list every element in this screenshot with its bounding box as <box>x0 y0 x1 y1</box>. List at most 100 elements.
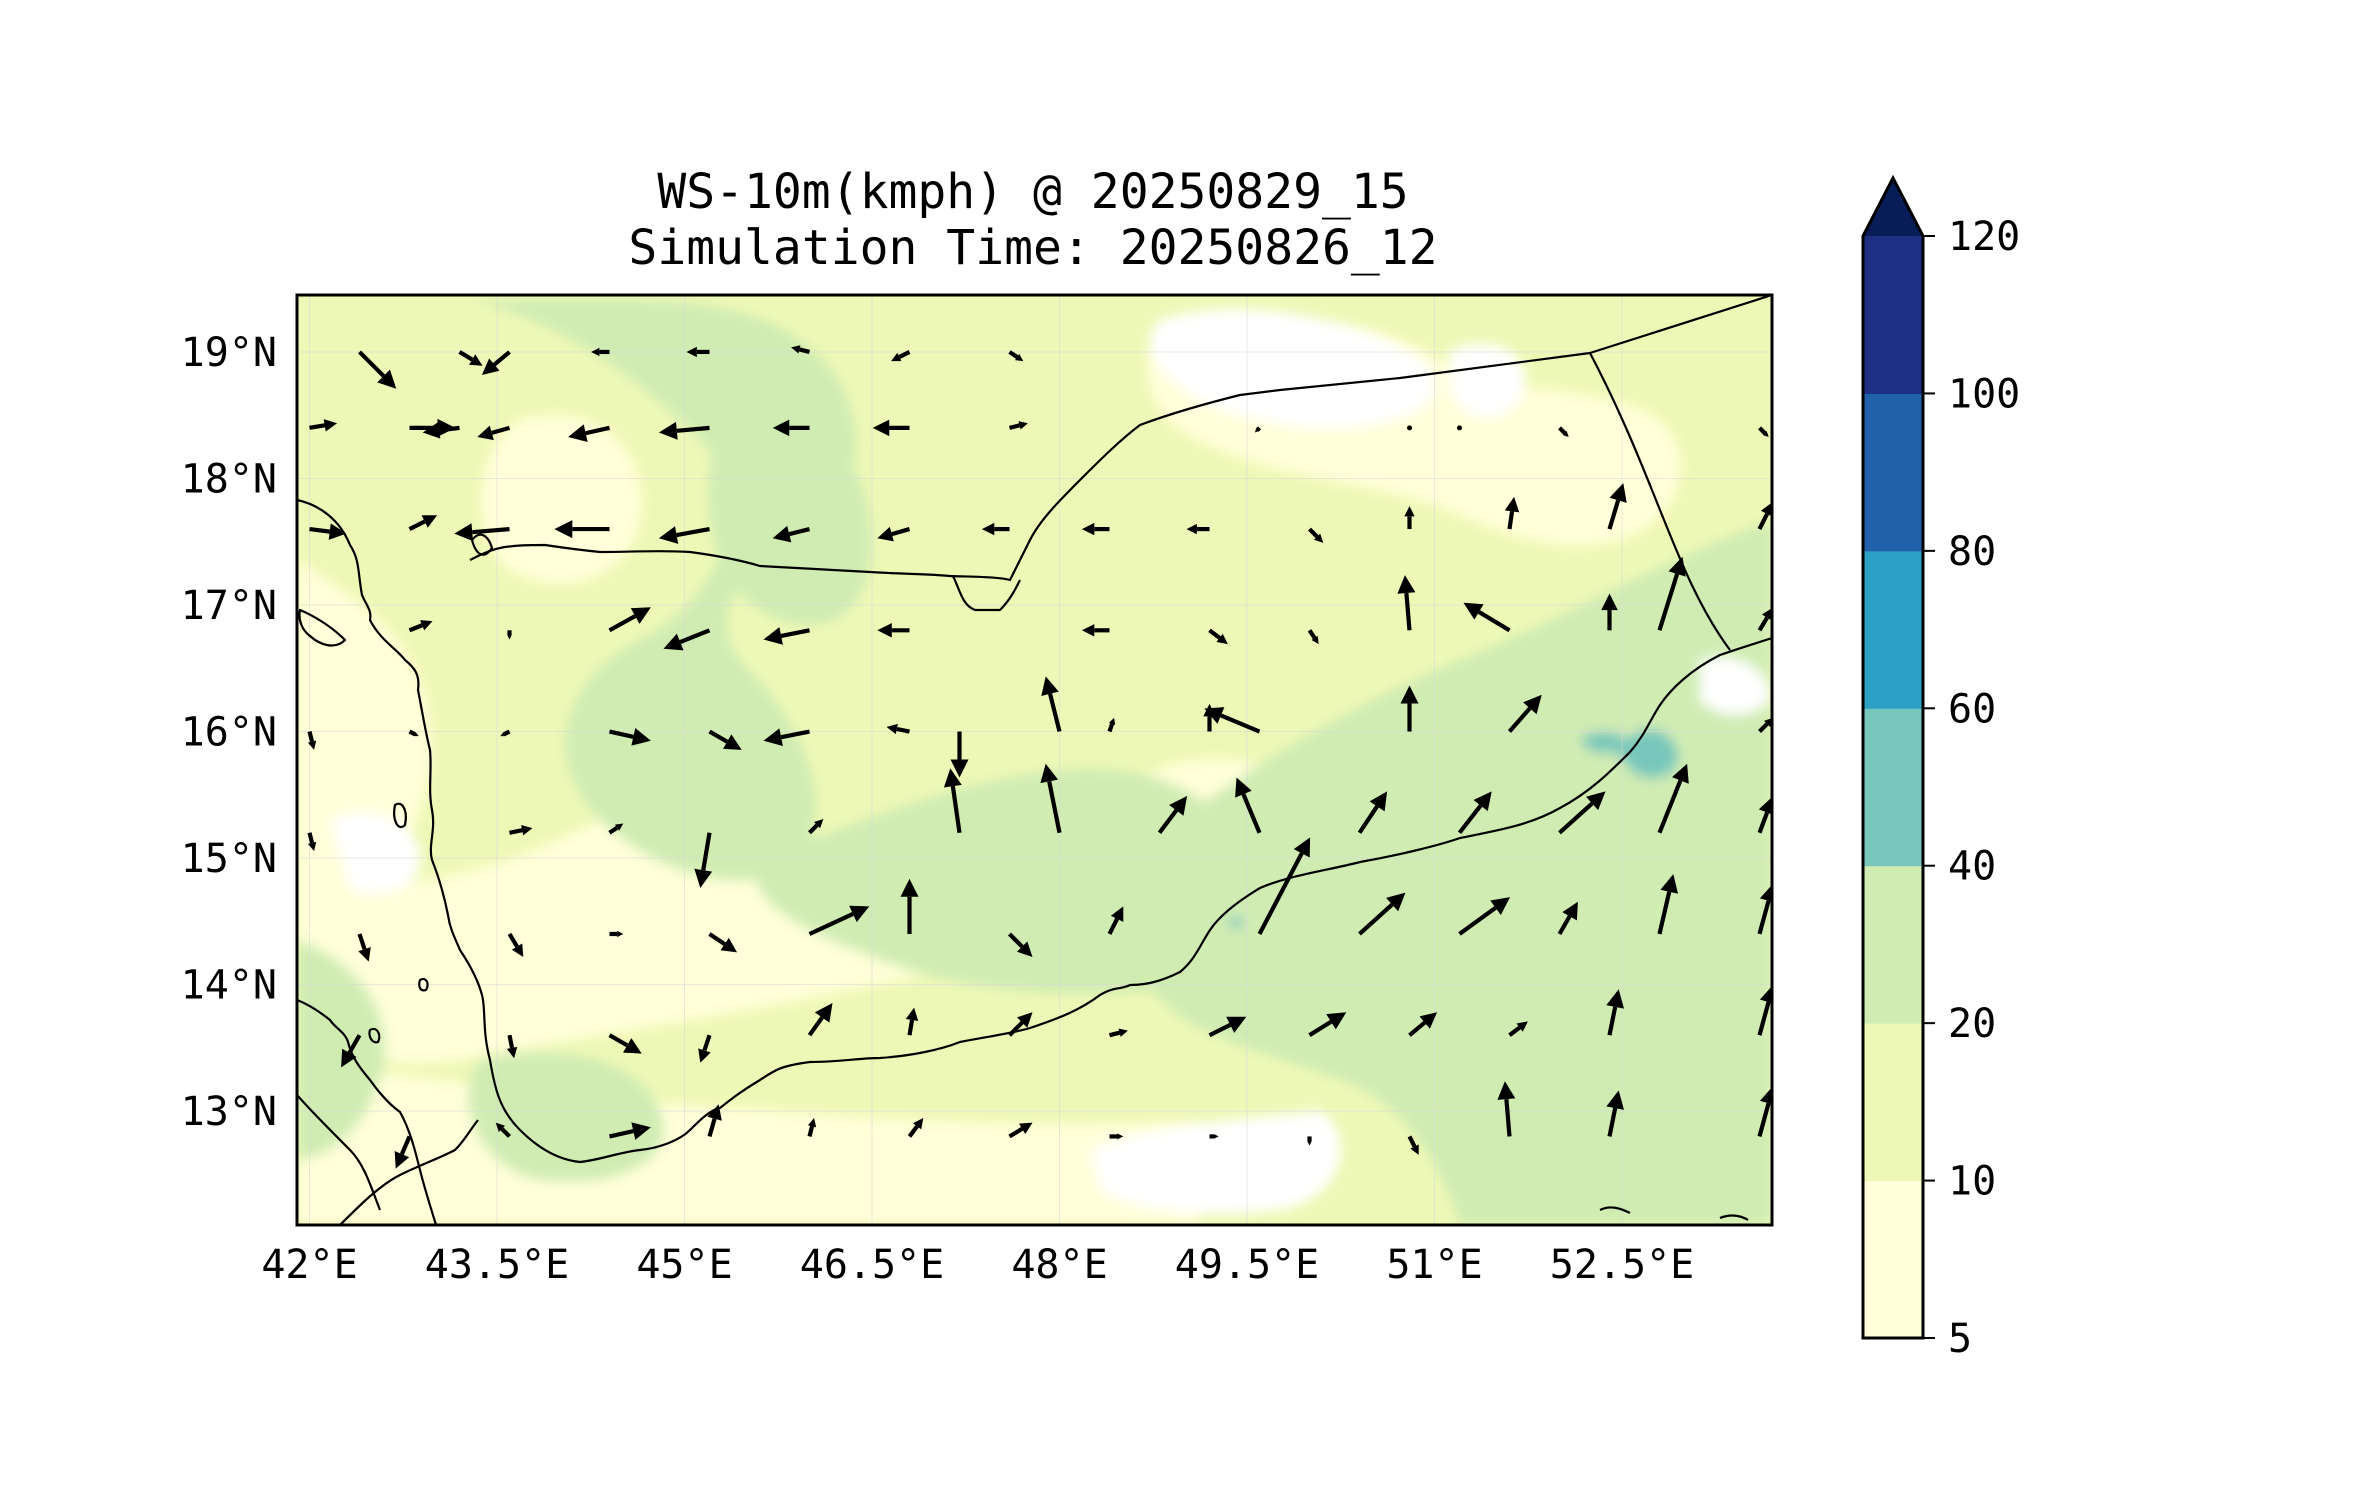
wind-vector-head <box>763 627 783 645</box>
wind-vector-head <box>905 1007 919 1022</box>
wind-vector <box>1757 1087 1772 1137</box>
wind-vector <box>877 526 911 542</box>
wind-vector <box>1107 717 1116 733</box>
wind-vector-shaft <box>472 526 510 535</box>
wind-vector <box>1081 522 1110 536</box>
wind-vector <box>1357 791 1388 834</box>
wind-vector <box>477 425 511 441</box>
colorbar-extend-arrow <box>1863 178 1923 236</box>
wind-vector-shaft <box>1507 706 1532 733</box>
wind-vector-shaft <box>1108 1030 1121 1038</box>
wind-vector <box>609 930 624 938</box>
wind-vector-head <box>891 352 902 362</box>
wind-vector-shaft <box>1657 779 1683 834</box>
wind-vector <box>877 623 910 638</box>
border-saudi-yemen <box>469 295 1772 582</box>
wind-vector-shaft <box>1220 713 1261 734</box>
x-tick-label: 46.5°E <box>800 1242 945 1288</box>
wind-vector <box>981 522 1010 536</box>
wind-vector-head <box>1118 1028 1128 1037</box>
wind-vector-shaft <box>1757 1001 1771 1036</box>
y-tick-label: 15°N <box>181 836 277 882</box>
wind-vector-head <box>495 1122 506 1132</box>
wind-vector <box>500 729 511 737</box>
wind-vector-head <box>1562 901 1578 921</box>
wind-vector <box>907 1118 924 1138</box>
wind-vector-head <box>1586 791 1606 811</box>
wind-vector-shaft <box>408 729 416 736</box>
wind-vector-shaft <box>1657 573 1680 631</box>
wind-vector-shaft <box>503 729 511 736</box>
y-axis-ticks: 19°N 18°N 17°N 16°N 15°N 14°N 13°N <box>181 330 277 1135</box>
coastline-africa-south <box>297 1094 382 1211</box>
wind-vector-head <box>507 635 512 640</box>
wind-vector <box>658 421 710 440</box>
wind-vector-head <box>1110 906 1124 922</box>
wind-vector-head <box>1326 1012 1347 1030</box>
wind-vector <box>1504 496 1520 530</box>
wind-vector <box>422 422 460 439</box>
wind-vector <box>886 723 910 735</box>
colorbar-tick-label: 5 <box>1948 1316 1972 1362</box>
wind-vector-shaft <box>1047 780 1062 834</box>
wind-vector <box>1507 694 1542 733</box>
wind-vector-shaft <box>1407 1135 1417 1148</box>
wind-vector-head <box>1169 795 1188 816</box>
wind-vector <box>1558 426 1569 438</box>
wind-vector-shaft <box>608 614 637 633</box>
wind-vector <box>872 419 910 437</box>
wind-vector-head <box>772 525 792 543</box>
wind-vector-head <box>814 1003 833 1023</box>
wind-vector-shaft <box>780 628 810 639</box>
wind-vector-shaft <box>1308 1019 1333 1037</box>
wind-vector-shaft <box>1208 1022 1232 1038</box>
wind-vector-shaft <box>1457 804 1483 835</box>
wind-vector <box>1008 421 1028 430</box>
wind-vector <box>772 419 810 437</box>
colorbar-segment <box>1863 236 1923 394</box>
wind-vector-head <box>420 620 433 631</box>
wind-vector <box>591 347 610 357</box>
wind-vector-shaft <box>898 350 911 359</box>
colorbar-tick-label: 100 <box>1948 371 2020 417</box>
wind-vector <box>1758 426 1769 438</box>
wind-vector-shaft <box>309 423 326 430</box>
wind-vector-head <box>849 905 870 923</box>
wind-vector-shaft <box>676 527 710 538</box>
wind-vector-head <box>1490 897 1511 916</box>
wind-vector-head <box>686 346 697 358</box>
wind-vector-shaft <box>896 726 910 734</box>
wind-vector <box>900 878 919 934</box>
wind-vector <box>1109 1133 1124 1140</box>
wind-vector <box>763 627 810 645</box>
wind-vector-shaft <box>1607 1006 1618 1036</box>
wind-vector-shaft <box>679 628 711 644</box>
wind-vector <box>1458 897 1511 936</box>
wind-vector-head <box>1410 1144 1419 1155</box>
wind-vector-head <box>421 515 438 528</box>
wind-vector <box>1209 1134 1219 1139</box>
wind-vector <box>1757 608 1772 632</box>
wind-vector-shaft <box>807 1125 815 1137</box>
wind-vector-field <box>307 345 1772 1169</box>
island-red-sea-3 <box>418 977 429 992</box>
wind-vector <box>509 825 533 836</box>
wind-vector-shaft <box>708 729 729 744</box>
border-detail <box>952 575 1021 612</box>
wind-vector-shaft <box>1107 917 1119 935</box>
wind-vector <box>1407 425 1412 431</box>
wind-vector-head <box>1016 941 1033 957</box>
border-yemen-oman <box>1589 352 1731 651</box>
wind-vector-shaft <box>358 350 386 378</box>
wind-vector-head <box>511 943 524 957</box>
wind-vector-shaft <box>1477 610 1511 633</box>
wind-vector <box>408 729 419 737</box>
title-line-2: Simulation Time: 20250826_12 <box>628 220 1437 276</box>
wind-vector-shaft <box>507 932 519 948</box>
wind-vector-shaft <box>1008 1127 1024 1139</box>
wind-vector-head <box>1762 430 1769 438</box>
wind-vector-head <box>1473 791 1492 812</box>
x-tick-label: 42°E <box>261 1242 357 1288</box>
wind-vector <box>1358 892 1406 936</box>
contour-light-north <box>481 415 642 584</box>
